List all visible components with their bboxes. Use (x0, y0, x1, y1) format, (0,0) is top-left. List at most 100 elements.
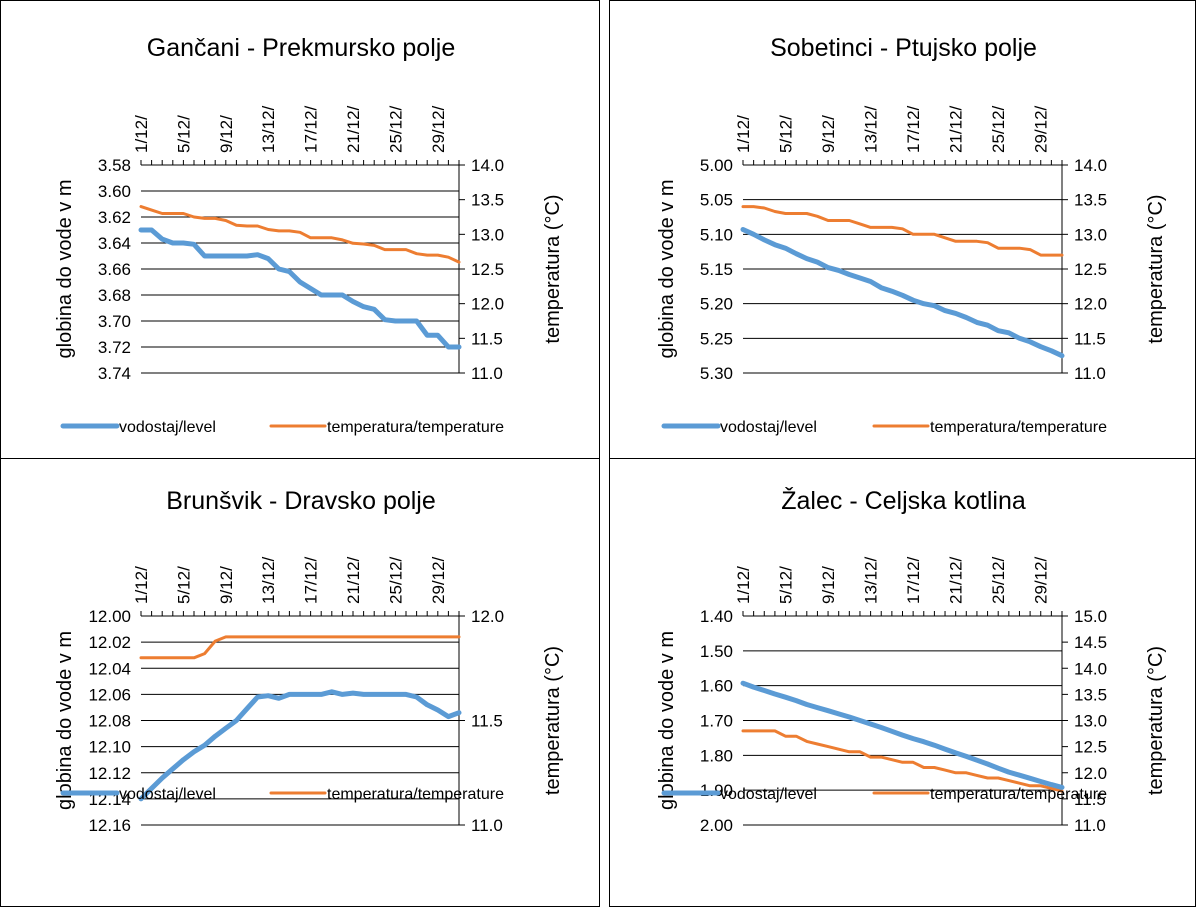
x-tick-label: 25/12/ (989, 105, 1008, 153)
x-tick-label: 5/12/ (777, 115, 796, 153)
x-tick-label: 9/12/ (819, 115, 838, 153)
y-tick-label: 3.64 (98, 234, 131, 253)
x-tick-label: 17/12/ (302, 105, 321, 153)
y-axis-label: globina do vode v m (656, 631, 678, 810)
y2-tick-label: 11.5 (471, 329, 503, 348)
y-tick-label: 1.40 (700, 607, 733, 626)
x-tick-label: 5/12/ (777, 566, 796, 604)
series-line-temperature (139, 635, 461, 660)
chart-svg: Sobetinci - Ptujsko polje 5.00 5.05 5.10 5.1… (656, 34, 1167, 436)
chart-panel-zalec: Žalec - Celjska kotlina 1.40 1.50 1.60 1.70 1… (609, 458, 1196, 907)
y2-axis-label: temperatura (°C) (542, 646, 564, 795)
x-tick-label: 5/12/ (174, 566, 193, 604)
x-tick-label: 1/12/ (132, 115, 151, 153)
x-tick-label: 17/12/ (904, 105, 923, 153)
legend-label-temperature: temperatura/temperature (327, 419, 504, 436)
y-tick-label: 1.80 (700, 746, 733, 765)
y-axis-label: globina do vode v m (54, 631, 76, 810)
y-tick-label: 12.16 (88, 816, 131, 835)
x-tick-label: 13/12/ (862, 556, 881, 604)
y-tick-label: 3.68 (98, 286, 131, 305)
chart-title: Žalec - Celjska kotlina (781, 486, 1026, 515)
chart-title: Brunšvik - Dravsko polje (166, 487, 436, 515)
y2-tick-label: 11.5 (1074, 790, 1106, 809)
y-tick-label: 5.10 (700, 225, 733, 244)
series-line-temperature (139, 205, 461, 264)
x-tick-label: 25/12/ (386, 105, 405, 153)
chart-panel-sobetinci: Sobetinci - Ptujsko polje 5.00 5.05 5.10 5.1… (609, 0, 1196, 460)
chart-panel-brunsvik: Brunšvik - Dravsko polje 12.00 12.02 12.04 1… (0, 458, 600, 907)
y-tick-label: 3.62 (98, 208, 131, 227)
y-axis-label: globina do vode v m (54, 179, 76, 358)
x-tick-label: 17/12/ (302, 556, 321, 604)
y2-tick-label: 12.0 (471, 295, 504, 314)
y2-axis-label: temperatura (°C) (1145, 646, 1167, 795)
y2-tick-label: 13.0 (471, 225, 504, 244)
legend-label-temperature: temperatura/temperature (930, 786, 1107, 803)
x-tick-label: 25/12/ (989, 556, 1008, 604)
y-tick-label: 5.05 (700, 191, 733, 210)
x-tick-label: 29/12/ (429, 556, 448, 604)
y2-tick-label: 13.0 (1074, 225, 1107, 244)
x-tick-label: 9/12/ (217, 115, 236, 153)
y-tick-label: 12.06 (88, 685, 131, 704)
y2-tick-label: 13.5 (471, 191, 504, 210)
series-line-level (138, 689, 462, 802)
chart-svg: Žalec - Celjska kotlina 1.40 1.50 1.60 1.70 1… (656, 486, 1167, 835)
series-line-temperature (741, 729, 1064, 793)
x-tick-label: 17/12/ (904, 556, 923, 604)
y-tick-label: 1.60 (700, 677, 733, 696)
y2-tick-label: 11.0 (1074, 816, 1106, 835)
y2-tick-label: 13.5 (1074, 191, 1107, 210)
y-axis-label: globina do vode v m (656, 179, 678, 358)
y-tick-label: 12.12 (88, 764, 131, 783)
y-tick-label: 12.10 (88, 738, 131, 757)
x-tick-label: 1/12/ (734, 566, 753, 604)
x-tick-label: 21/12/ (947, 556, 966, 604)
legend-label-temperature: temperatura/temperature (930, 419, 1107, 436)
x-tick-label: 29/12/ (1032, 105, 1051, 153)
y-tick-label: 5.30 (700, 364, 733, 383)
y2-tick-label: 12.5 (471, 260, 504, 279)
chart-svg: Gančani - Prekmursko polje 3.58 3.60 3.62 3.… (54, 34, 564, 436)
y2-axis-label: temperatura (°C) (1145, 194, 1167, 343)
legend-label-level: vodostaj/level (720, 786, 817, 803)
y2-tick-label: 11.5 (471, 712, 503, 731)
y-tick-label: 12.08 (88, 712, 131, 731)
x-tick-label: 21/12/ (344, 105, 363, 153)
y2-tick-label: 12.0 (1074, 764, 1107, 783)
y-tick-label: 3.70 (98, 312, 131, 331)
y2-tick-label: 11.0 (471, 364, 503, 383)
x-tick-label: 9/12/ (819, 566, 838, 604)
y2-tick-label: 12.0 (1074, 295, 1107, 314)
y-tick-label: 3.60 (98, 182, 131, 201)
x-tick-label: 21/12/ (947, 105, 966, 153)
legend-label-level: vodostaj/level (119, 419, 216, 436)
y-tick-label: 5.25 (700, 329, 733, 348)
y-tick-label: 12.00 (88, 607, 131, 626)
series-line-level (740, 227, 1065, 359)
y-tick-label: 12.02 (88, 633, 131, 652)
y-tick-label: 3.66 (98, 260, 131, 279)
y2-tick-label: 13.5 (1074, 685, 1107, 704)
x-tick-label: 1/12/ (734, 115, 753, 153)
chart-svg: Brunšvik - Dravsko polje 12.00 12.02 12.04 1… (54, 487, 564, 835)
y2-tick-label: 15.0 (1074, 607, 1107, 626)
y-tick-label: 3.58 (98, 156, 131, 175)
series-line-level (138, 227, 462, 350)
y-tick-label: 3.72 (98, 338, 131, 357)
y2-axis-label: temperatura (°C) (542, 194, 564, 343)
y-tick-label: 5.20 (700, 295, 733, 314)
x-tick-label: 25/12/ (386, 556, 405, 604)
x-tick-label: 29/12/ (1032, 556, 1051, 604)
legend-label-temperature: temperatura/temperature (327, 786, 504, 803)
y2-tick-label: 11.0 (1074, 364, 1106, 383)
x-tick-label: 21/12/ (344, 556, 363, 604)
chart-title: Sobetinci - Ptujsko polje (770, 34, 1037, 62)
y2-tick-label: 12.5 (1074, 738, 1107, 757)
y-tick-label: 1.50 (700, 642, 733, 661)
x-tick-label: 1/12/ (132, 566, 151, 604)
y-tick-label: 5.00 (700, 156, 733, 175)
y2-tick-label: 12.5 (1074, 260, 1107, 279)
y-tick-label: 12.04 (88, 659, 131, 678)
